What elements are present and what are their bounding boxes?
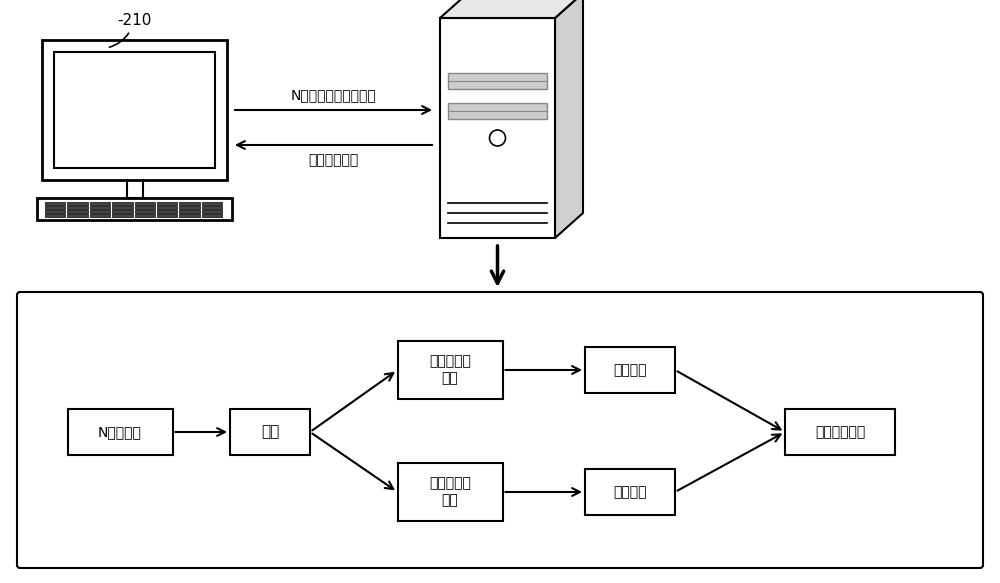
FancyBboxPatch shape [67,206,88,209]
FancyBboxPatch shape [179,214,200,216]
FancyBboxPatch shape [398,463,503,521]
FancyBboxPatch shape [585,347,675,393]
FancyBboxPatch shape [157,210,177,212]
Text: N个标注点的属性数据: N个标注点的属性数据 [291,88,376,102]
Circle shape [490,130,506,146]
Text: 第二曲线: 第二曲线 [613,485,647,499]
FancyBboxPatch shape [585,469,675,515]
FancyBboxPatch shape [448,73,547,89]
FancyBboxPatch shape [45,202,65,205]
FancyBboxPatch shape [134,214,155,216]
Text: -210: -210 [109,13,151,47]
FancyBboxPatch shape [179,206,200,209]
FancyBboxPatch shape [230,409,310,455]
FancyBboxPatch shape [45,210,65,212]
FancyBboxPatch shape [202,214,222,216]
FancyBboxPatch shape [134,210,155,212]
FancyBboxPatch shape [45,214,65,216]
FancyBboxPatch shape [90,214,110,216]
Text: 第一标注点
集合: 第一标注点 集合 [429,354,471,385]
FancyBboxPatch shape [54,52,215,168]
FancyBboxPatch shape [134,206,155,209]
FancyBboxPatch shape [785,409,895,455]
FancyBboxPatch shape [202,206,222,209]
Polygon shape [440,0,583,18]
Text: -220: -220 [0,582,1,583]
FancyBboxPatch shape [67,214,88,216]
Text: 第二标注点
集合: 第二标注点 集合 [429,476,471,508]
FancyBboxPatch shape [90,202,110,205]
Text: 目标曲形区域: 目标曲形区域 [815,425,865,439]
Text: 角点: 角点 [261,424,279,440]
FancyBboxPatch shape [112,202,132,205]
FancyBboxPatch shape [112,214,132,216]
FancyBboxPatch shape [202,202,222,205]
FancyBboxPatch shape [90,210,110,212]
FancyBboxPatch shape [112,206,132,209]
Text: 目标曲形区域: 目标曲形区域 [308,153,359,167]
FancyBboxPatch shape [67,202,88,205]
FancyBboxPatch shape [157,214,177,216]
FancyBboxPatch shape [179,210,200,212]
FancyBboxPatch shape [398,341,503,399]
FancyBboxPatch shape [157,202,177,205]
FancyBboxPatch shape [68,409,173,455]
FancyBboxPatch shape [17,292,983,568]
FancyBboxPatch shape [37,198,232,220]
Text: 第一曲线: 第一曲线 [613,363,647,377]
FancyBboxPatch shape [440,18,555,238]
Polygon shape [555,0,583,238]
FancyBboxPatch shape [45,206,65,209]
FancyBboxPatch shape [42,40,227,180]
FancyBboxPatch shape [202,210,222,212]
FancyBboxPatch shape [134,202,155,205]
FancyBboxPatch shape [179,202,200,205]
Text: N个标注点: N个标注点 [98,425,142,439]
FancyBboxPatch shape [67,210,88,212]
FancyBboxPatch shape [448,103,547,119]
FancyBboxPatch shape [157,206,177,209]
FancyBboxPatch shape [90,206,110,209]
FancyBboxPatch shape [112,210,132,212]
